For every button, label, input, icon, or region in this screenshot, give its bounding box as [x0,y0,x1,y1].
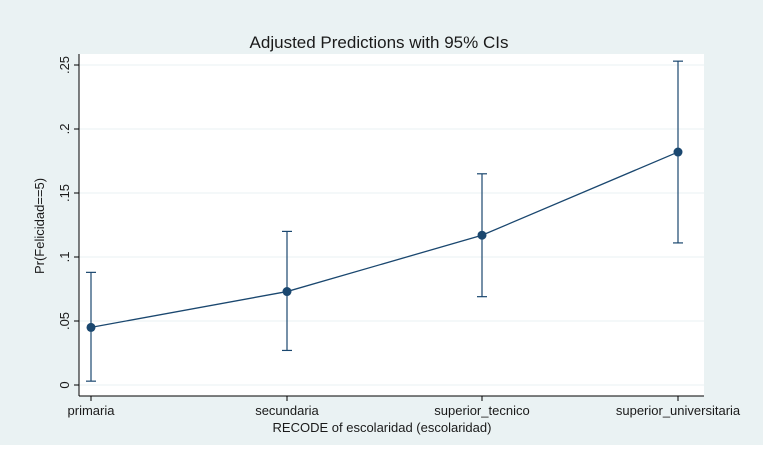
y-tick-label: .25 [57,56,72,74]
y-tick-label: .05 [57,312,72,330]
chart-title: Adjusted Predictions with 95% CIs [250,33,509,52]
x-axis-label: RECODE of escolaridad (escolaridad) [273,420,492,435]
series [86,147,683,332]
y-tick-label: .1 [57,252,72,263]
axes [78,54,704,397]
plot-area [79,54,704,396]
y-axis-label: Pr(Felicidad==5) [32,178,47,274]
y-tick-label: 0 [57,381,72,388]
series-line [90,151,679,329]
x-tick-label: primaria [68,403,116,418]
y-axis-ticks: 0 .05 .1 .15 .2 .25 [57,56,79,389]
data-point [86,322,96,332]
data-point [477,230,487,240]
y-tick-label: .15 [57,184,72,202]
x-tick-label: superior_tecnico [434,403,529,418]
data-point [673,147,683,157]
data-point [282,287,292,297]
x-tick-label: superior_universitaria [616,403,741,418]
x-axis-ticks: primaria secundaria superior_tecnico superi… [68,396,741,418]
gridlines [79,64,704,386]
x-tick-label: secundaria [255,403,319,418]
y-tick-label: .2 [57,124,72,135]
